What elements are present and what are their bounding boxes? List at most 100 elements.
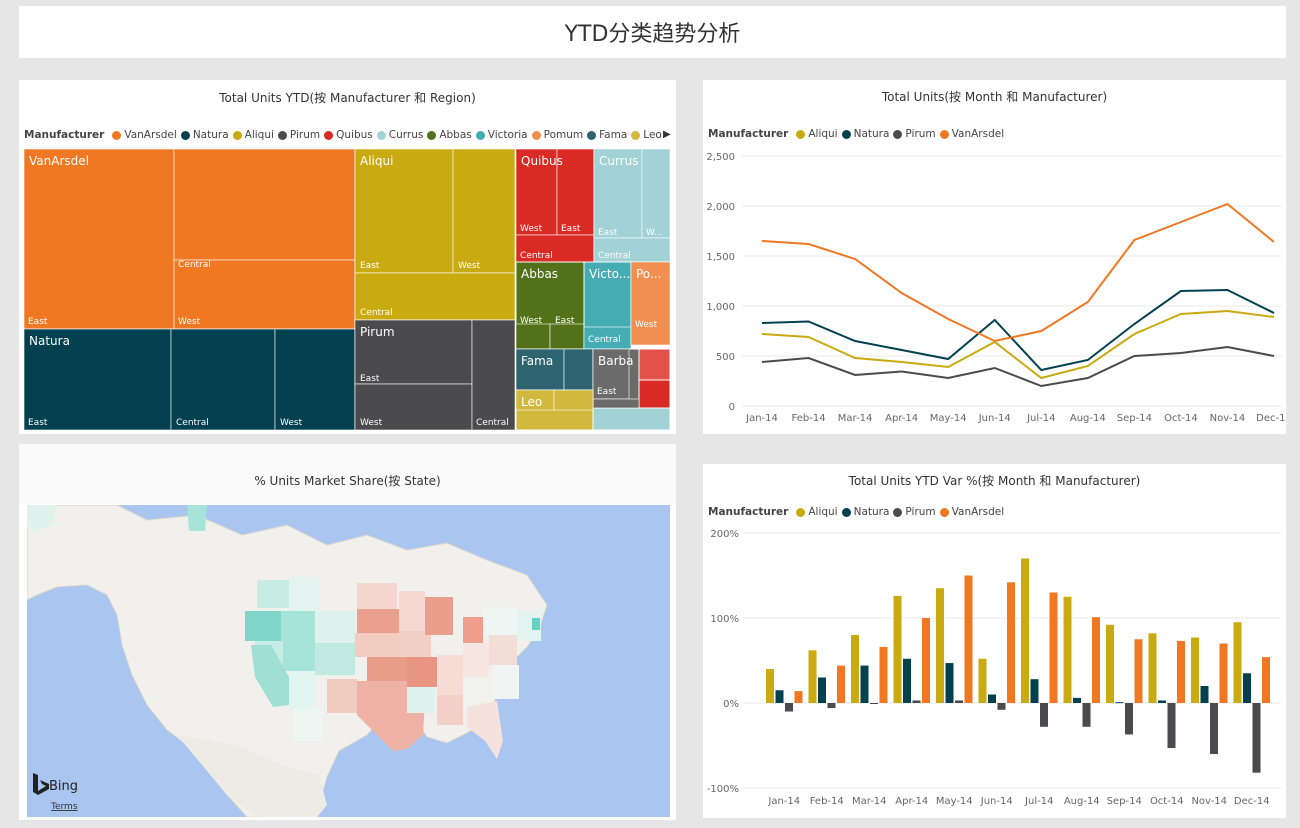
treemap-group[interactable]: Pirum East West Central (354, 319, 516, 431)
legend-item[interactable]: Pirum (277, 129, 320, 141)
legend-next-arrow-icon[interactable]: ▶ (663, 129, 671, 140)
legend-item[interactable]: Pirum (893, 128, 936, 140)
treemap-tile (274, 328, 356, 431)
legend-item[interactable]: Natura (841, 128, 889, 140)
legend-item[interactable]: Natura (180, 129, 229, 141)
bar-vanarsdel[interactable] (1007, 582, 1015, 703)
treemap-group[interactable]: Currus East W... Central (593, 148, 671, 264)
map-visual[interactable]: % Units Market Share(按 State) (19, 444, 676, 820)
bar-pirum[interactable] (1082, 703, 1091, 727)
bar-vanarsdel[interactable] (794, 691, 803, 703)
bar-aliqui[interactable] (766, 669, 774, 703)
legend-item[interactable]: VanArsdel (112, 129, 177, 141)
legend-item[interactable]: Abbas (427, 129, 472, 141)
treemap-group[interactable]: VanArsdel East Central West (23, 148, 356, 330)
bar-natura[interactable] (1030, 679, 1039, 703)
bar-natura[interactable] (945, 663, 954, 703)
treemap-region-label: Central (588, 335, 621, 345)
line-chart-visual[interactable]: Total Units(按 Month 和 Manufacturer) Manu… (703, 80, 1286, 434)
bar-natura[interactable] (1115, 702, 1124, 704)
bar-vanarsdel[interactable] (1092, 617, 1100, 703)
state-region (489, 635, 517, 665)
treemap-group[interactable]: Abbas West East (515, 261, 585, 350)
bar-vanarsdel[interactable] (964, 575, 973, 704)
legend-item[interactable]: Pirum (893, 506, 936, 518)
line-series-vanarsdel[interactable] (761, 202, 1275, 343)
bar-natura[interactable] (988, 694, 996, 704)
treemap-group[interactable]: Aliqui East West Central (354, 148, 516, 321)
bar-pirum[interactable] (827, 703, 836, 709)
bar-aliqui[interactable] (808, 650, 817, 703)
bar-natura[interactable] (1073, 697, 1081, 703)
bar-pirum[interactable] (1210, 703, 1218, 754)
legend-item[interactable]: Natura (841, 506, 889, 518)
bar-chart[interactable]: -100% 0% 100% 200% Jan-14 Feb-14 Mar-14 Apr-14 M… (703, 464, 1286, 818)
bar-vanarsdel[interactable] (879, 646, 888, 703)
bar-natura[interactable] (1243, 673, 1251, 703)
treemap-group[interactable]: Po... West (630, 261, 671, 346)
bar-pirum[interactable] (955, 700, 963, 703)
bar-natura[interactable] (818, 677, 826, 704)
bar-aliqui[interactable] (1191, 637, 1199, 703)
bar-vanarsdel[interactable] (1049, 592, 1058, 704)
treemap-visual[interactable]: Total Units YTD(按 Manufacturer 和 Region)… (19, 80, 676, 434)
treemap-group[interactable]: Quibus West East Central (515, 148, 595, 263)
legend-item[interactable]: Currus (376, 129, 423, 141)
legend-item[interactable]: Pomum (531, 129, 583, 141)
legend-item[interactable]: Quibus (324, 129, 373, 141)
legend-item[interactable]: VanArsdel (939, 128, 1004, 140)
legend-item[interactable]: Fama (587, 129, 627, 141)
legend-item[interactable]: VanArsdel (939, 506, 1004, 518)
bar-pirum[interactable] (912, 700, 921, 703)
map-canvas[interactable]: Bing Terms (27, 505, 670, 817)
treemap-group[interactable]: Natura East Central West (23, 328, 356, 431)
bar-pirum[interactable] (870, 703, 878, 704)
bar-vanarsdel[interactable] (1134, 639, 1143, 703)
bar-vanarsdel[interactable] (1262, 657, 1270, 703)
bar-pirum[interactable] (1167, 703, 1176, 749)
legend-item[interactable]: Aliqui (796, 506, 838, 518)
bar-pirum[interactable] (997, 703, 1006, 710)
treemap-group[interactable]: Leo (515, 389, 594, 431)
bar-aliqui[interactable] (851, 635, 859, 703)
line-series-natura[interactable] (761, 288, 1275, 372)
bar-vanarsdel[interactable] (837, 665, 845, 703)
bar-natura[interactable] (1200, 686, 1209, 703)
bar-aliqui[interactable] (893, 595, 902, 703)
bar-aliqui[interactable] (1021, 558, 1029, 704)
bar-natura[interactable] (903, 658, 911, 703)
treemap-tile-label: Currus (599, 154, 639, 168)
treemap-group[interactable]: Barba East (592, 348, 640, 409)
treemap-group[interactable]: Fama (515, 348, 594, 391)
legend-item[interactable]: Leo (631, 129, 662, 141)
treemap-group[interactable]: Victo... Central (583, 261, 632, 350)
bar-aliqui[interactable] (1106, 624, 1114, 703)
legend-item[interactable]: Victoria (475, 129, 528, 141)
bar-pirum[interactable] (1252, 703, 1261, 773)
bar-vanarsdel[interactable] (922, 618, 930, 703)
bar-aliqui[interactable] (936, 588, 944, 703)
treemap-tile (23, 328, 172, 431)
bar-chart-visual[interactable]: Total Units YTD Var %(按 Month 和 Manufact… (703, 464, 1286, 818)
line-chart[interactable]: 0 500 1,000 1,500 2,000 2,500 Jan-14 Feb-14 Mar-… (703, 80, 1286, 434)
bar-vanarsdel[interactable] (1219, 643, 1228, 704)
bar-aliqui[interactable] (1063, 596, 1072, 703)
terms-link[interactable]: Terms (50, 802, 78, 812)
bar-natura[interactable] (860, 665, 869, 703)
bar-pirum[interactable] (1040, 703, 1048, 727)
bar-aliqui[interactable] (1148, 633, 1157, 703)
legend-item[interactable]: Aliqui (232, 129, 274, 141)
legend-item-label: Pirum (905, 128, 936, 140)
legend-item[interactable]: Aliqui (796, 128, 838, 140)
bar-vanarsdel[interactable] (1177, 640, 1185, 703)
bar-pirum[interactable] (785, 703, 793, 712)
state-region (327, 679, 357, 713)
bar-natura[interactable] (1158, 700, 1166, 703)
bar-aliqui[interactable] (1233, 622, 1242, 703)
line-series-aliqui[interactable] (761, 309, 1275, 380)
bar-pirum[interactable] (1125, 703, 1133, 735)
treemap-chart[interactable]: VanArsdel East Central West Natura East Centra… (19, 80, 676, 434)
bar-aliqui[interactable] (978, 658, 987, 703)
bar-natura[interactable] (775, 690, 784, 703)
line-series-pirum[interactable] (761, 345, 1275, 388)
